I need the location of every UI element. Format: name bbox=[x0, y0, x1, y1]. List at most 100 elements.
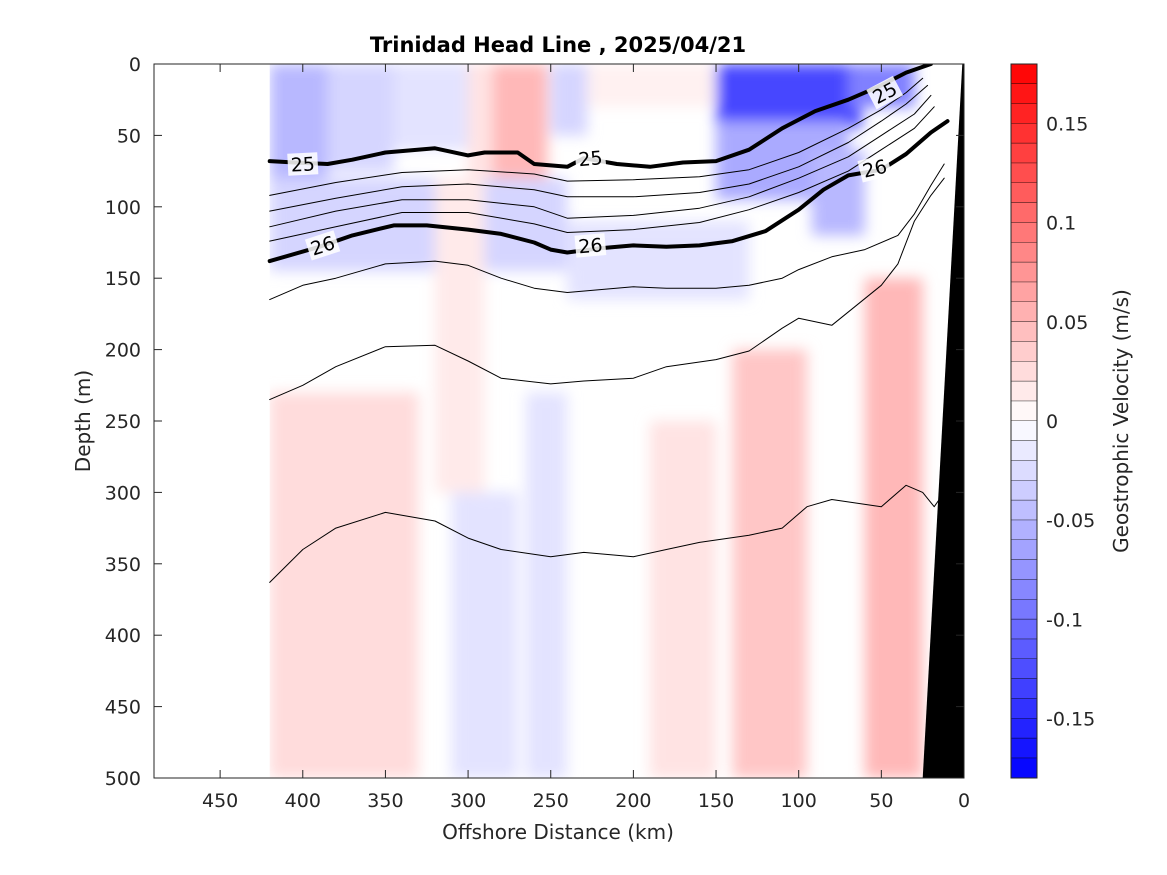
x-tick-label: 250 bbox=[533, 790, 569, 812]
colorbar-band bbox=[1011, 262, 1037, 283]
velocity-field-blur bbox=[269, 64, 923, 778]
colorbar-band bbox=[1011, 242, 1037, 263]
isopycnal-line bbox=[269, 84, 929, 212]
y-tick-label: 300 bbox=[105, 482, 141, 504]
colorbar-band bbox=[1011, 64, 1037, 84]
colorbar-ticks: 0.15 0.1 0.05 0 -0.05 -0.1 -0.15 bbox=[1046, 114, 1095, 731]
colorbar-band bbox=[1011, 678, 1037, 699]
colorbar-band bbox=[1011, 579, 1037, 600]
velocity-patch bbox=[393, 64, 469, 150]
x-tick-label: 300 bbox=[450, 790, 486, 812]
contour-label: 26 bbox=[574, 233, 607, 258]
velocity-patch bbox=[864, 278, 923, 778]
colorbar-band bbox=[1011, 421, 1037, 441]
contour-label: 25 bbox=[287, 152, 319, 177]
colorbar-tick-label: 0 bbox=[1046, 411, 1058, 433]
colorbar-band bbox=[1011, 440, 1037, 461]
colorbar-band bbox=[1011, 401, 1037, 421]
y-tick-label: 0 bbox=[129, 54, 141, 76]
colorbar-tick-label: -0.05 bbox=[1046, 510, 1095, 532]
contour-label: 26 bbox=[857, 153, 892, 183]
colorbar-band bbox=[1011, 520, 1037, 540]
colorbar-band bbox=[1011, 143, 1037, 164]
x-tick-label: 0 bbox=[958, 790, 970, 812]
no-data-region bbox=[154, 64, 270, 778]
colorbar-band bbox=[1011, 718, 1037, 739]
x-axis: 450 400 350 300 250 200 150 100 50 0 bbox=[202, 64, 970, 812]
colorbar-tick-label: -0.1 bbox=[1046, 609, 1083, 631]
y-tick-label: 100 bbox=[105, 197, 141, 219]
colorbar-band bbox=[1011, 83, 1037, 104]
colorbar-tick-label: 0.15 bbox=[1046, 114, 1088, 136]
x-tick-label: 350 bbox=[367, 790, 403, 812]
contour-label-bg bbox=[574, 233, 607, 258]
colorbar-band bbox=[1011, 599, 1037, 620]
velocity-patch bbox=[587, 64, 717, 107]
y-tick-label: 450 bbox=[105, 697, 141, 719]
colorbar-band bbox=[1011, 282, 1037, 302]
colorbar-band bbox=[1011, 163, 1037, 183]
colorbar-band bbox=[1011, 183, 1037, 203]
chart-title: Trinidad Head Line , 2025/04/21 bbox=[370, 33, 746, 57]
y-tick-label: 350 bbox=[105, 554, 141, 576]
contour-label-bg bbox=[866, 75, 904, 110]
velocity-patch bbox=[269, 392, 419, 778]
colorbar-band bbox=[1011, 480, 1037, 501]
x-tick-label: 50 bbox=[869, 790, 893, 812]
colorbar-tick-label: -0.15 bbox=[1046, 709, 1095, 731]
colorbar-bands bbox=[1011, 64, 1037, 779]
isopycnal-line bbox=[269, 106, 935, 242]
colorbar-band bbox=[1011, 559, 1037, 580]
colorbar-band bbox=[1011, 302, 1037, 322]
colorbar-band bbox=[1011, 698, 1037, 719]
colorbar-band bbox=[1011, 540, 1037, 560]
isopycnal-line bbox=[267, 119, 950, 264]
contour-label-text: 26 bbox=[577, 234, 603, 258]
x-axis-label: Offshore Distance (km) bbox=[442, 820, 674, 844]
contour-label-bg bbox=[574, 145, 607, 171]
velocity-patch bbox=[649, 421, 717, 778]
contour-label-bg bbox=[287, 152, 319, 176]
isopycnal-line bbox=[269, 177, 945, 401]
y-tick-label: 500 bbox=[105, 768, 141, 790]
velocity-patch bbox=[716, 64, 862, 129]
colorbar-band bbox=[1011, 758, 1037, 778]
colorbar-tick-label: 0.05 bbox=[1046, 312, 1088, 334]
colorbar-band bbox=[1011, 361, 1037, 382]
x-tick-label: 400 bbox=[285, 790, 321, 812]
colorbar-band bbox=[1011, 103, 1037, 124]
x-tick-label: 450 bbox=[202, 790, 238, 812]
y-tick-label: 50 bbox=[117, 125, 141, 147]
colorbar-band bbox=[1011, 659, 1037, 679]
velocity-patch bbox=[327, 64, 394, 172]
isopycnal-line bbox=[269, 484, 945, 583]
contour-label-bg bbox=[304, 230, 341, 261]
isopycnal-line bbox=[269, 163, 945, 301]
colorbar-frame bbox=[1010, 63, 1038, 779]
y-axis: 0 50 100 150 200 250 300 350 400 450 500 bbox=[105, 54, 964, 790]
seafloor bbox=[922, 64, 964, 778]
isopycnal-line bbox=[269, 77, 924, 196]
colorbar-band bbox=[1011, 639, 1037, 659]
x-tick-label: 100 bbox=[781, 790, 817, 812]
bathymetry bbox=[922, 64, 964, 778]
colorbar-band bbox=[1011, 222, 1037, 243]
colorbar-band bbox=[1011, 321, 1037, 342]
velocity-patch bbox=[550, 64, 588, 136]
velocity-patch bbox=[525, 392, 568, 778]
y-axis-label: Depth (m) bbox=[71, 370, 95, 472]
velocity-patch bbox=[732, 349, 807, 778]
colorbar-band bbox=[1011, 619, 1037, 640]
x-tick-label: 150 bbox=[698, 790, 734, 812]
velocity-patch bbox=[451, 492, 518, 778]
contour-label-bg bbox=[857, 153, 892, 183]
x-tick-label: 200 bbox=[615, 790, 651, 812]
y-tick-label: 400 bbox=[105, 625, 141, 647]
colorbar-band bbox=[1011, 500, 1037, 521]
isopycnal-line bbox=[269, 94, 932, 228]
contour-label-text: 25 bbox=[577, 147, 603, 171]
colorbar-band bbox=[1011, 341, 1037, 362]
y-tick-label: 200 bbox=[105, 340, 141, 362]
